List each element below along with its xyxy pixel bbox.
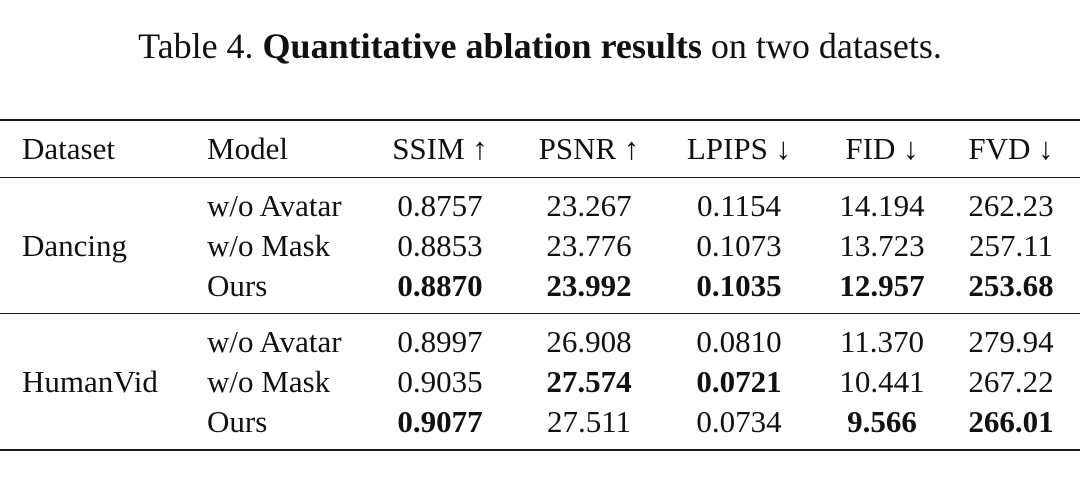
header-dataset: Dataset xyxy=(22,131,115,166)
fid-value-cell: 9.566 xyxy=(847,404,917,439)
ssim-value-cell: 0.8757 xyxy=(397,188,483,223)
fvd-value-cell: 266.01 xyxy=(968,404,1054,439)
fid-value-cell: 10.441 xyxy=(839,364,925,399)
psnr-value-cell: 23.992 xyxy=(546,268,632,303)
fvd-value-cell: 279.94 xyxy=(968,324,1054,359)
model-cell: Ours xyxy=(207,268,268,303)
bottom-rule xyxy=(0,449,1080,451)
lpips-value-cell: 0.0734 xyxy=(696,404,782,439)
ssim-value-cell: 0.9035 xyxy=(397,364,483,399)
model-cell: w/o Avatar xyxy=(207,324,342,359)
header-fid: FID ↓ xyxy=(845,131,919,166)
model-cell: w/o Mask xyxy=(207,364,331,399)
psnr-value-cell: 23.267 xyxy=(546,188,632,223)
model-cell: w/o Mask xyxy=(207,228,331,263)
ssim-value-cell: 0.8997 xyxy=(397,324,483,359)
caption-suffix: on two datasets. xyxy=(710,26,942,66)
header-ssim: SSIM ↑ xyxy=(392,131,488,166)
model-cell: Ours xyxy=(207,404,268,439)
psnr-value-cell: 27.574 xyxy=(546,364,632,399)
fvd-value-cell: 262.23 xyxy=(968,188,1054,223)
header-model: Model xyxy=(207,131,288,166)
ssim-value-cell: 0.9077 xyxy=(397,404,483,439)
fid-value-cell: 14.194 xyxy=(839,188,925,223)
psnr-value-cell: 23.776 xyxy=(546,228,632,263)
ssim-value-cell: 0.8870 xyxy=(397,268,483,303)
fvd-value-cell: 257.11 xyxy=(968,228,1054,263)
dataset-label: Dancing xyxy=(22,228,128,263)
header-rule xyxy=(0,177,1080,178)
top-rule xyxy=(0,119,1080,121)
ssim-value-cell: 0.8853 xyxy=(397,228,483,263)
lpips-value-cell: 0.1154 xyxy=(696,188,782,223)
group-divider-rule xyxy=(0,313,1080,314)
fvd-value-cell: 267.22 xyxy=(968,364,1054,399)
header-fvd: FVD ↓ xyxy=(968,131,1054,166)
fid-value-cell: 11.370 xyxy=(839,324,925,359)
fvd-value-cell: 253.68 xyxy=(968,268,1054,303)
table-caption: Table 4. Quantitative ablation results o… xyxy=(0,22,1080,70)
lpips-value-cell: 0.0721 xyxy=(696,364,782,399)
lpips-value-cell: 0.1035 xyxy=(696,268,782,303)
psnr-value-cell: 26.908 xyxy=(546,324,632,359)
lpips-value-cell: 0.1073 xyxy=(696,228,782,263)
fid-value-cell: 13.723 xyxy=(839,228,925,263)
lpips-value-cell: 0.0810 xyxy=(696,324,782,359)
caption-label: Table 4. xyxy=(138,26,254,66)
psnr-value-cell: 27.511 xyxy=(546,404,632,439)
header-lpips: LPIPS ↓ xyxy=(686,131,792,166)
header-psnr: PSNR ↑ xyxy=(538,131,640,166)
caption-title: Quantitative ablation results xyxy=(262,26,702,66)
fid-value-cell: 12.957 xyxy=(839,268,925,303)
dataset-label: HumanVid xyxy=(22,364,158,399)
model-cell: w/o Avatar xyxy=(207,188,342,223)
